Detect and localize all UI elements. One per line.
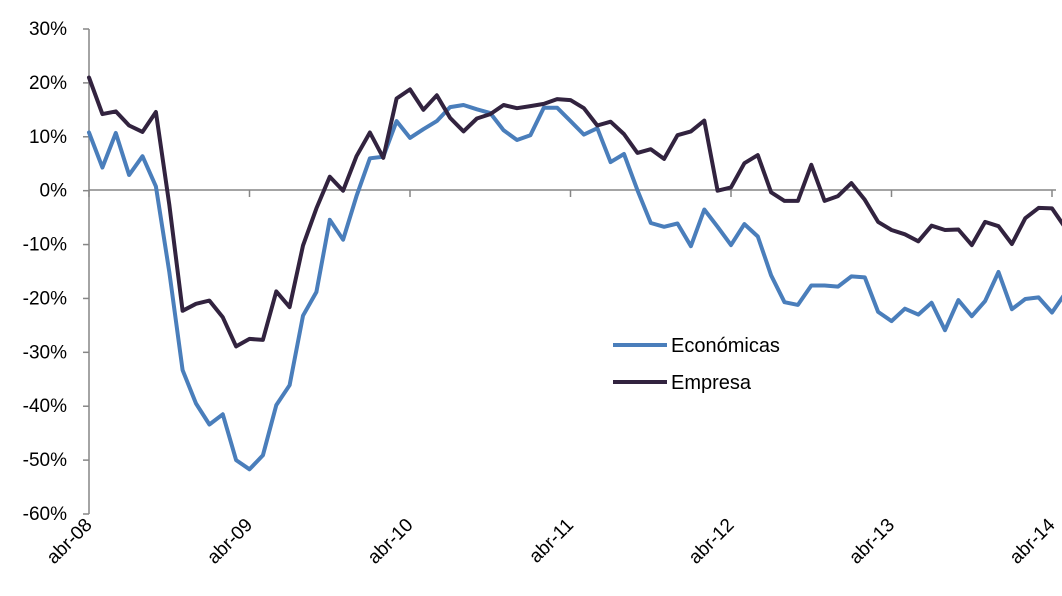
series-layer (87, 75, 1062, 472)
y-tick-label: -20% (23, 288, 67, 309)
x-axis: abr-08 abr-09 abr-10 abr-11 abr-12 abr-13 abr-… (43, 189, 1060, 569)
y-tick-label: 10% (29, 127, 67, 148)
x-tick-label: abr-14 (1006, 514, 1060, 568)
legend-label: Económicas (671, 335, 780, 357)
series-line-economicas (87, 103, 1062, 472)
y-tick-label: 30% (29, 19, 67, 40)
y-tick-label: 20% (29, 73, 67, 94)
y-tick-label: -30% (23, 342, 67, 363)
y-tick-label: -60% (23, 504, 67, 525)
x-tick-label: abr-12 (685, 515, 739, 569)
y-tick-label: -50% (23, 450, 67, 471)
legend-label: Empresa (671, 372, 752, 394)
y-tick-label: 0% (40, 181, 68, 202)
x-tick-label: abr-11 (525, 515, 578, 568)
x-tick-label: abr-09 (203, 515, 257, 569)
x-tick-label: abr-13 (845, 515, 899, 569)
y-axis: -60% -50% -40% -30% -20% -10% 0% 10% 20% 30% (23, 19, 90, 525)
x-tick-label: abr-10 (364, 515, 418, 569)
y-tick-label: -10% (23, 235, 67, 256)
series-line-empresa (87, 75, 1062, 349)
y-tick-label: -40% (23, 396, 67, 417)
legend: Económicas Empresa (613, 335, 780, 394)
